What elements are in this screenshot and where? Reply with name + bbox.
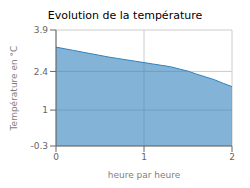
svg-text:0: 0 <box>53 152 59 162</box>
svg-text:heure par heure: heure par heure <box>108 170 181 180</box>
svg-text:3.9: 3.9 <box>34 25 49 35</box>
svg-text:2: 2 <box>229 152 235 162</box>
html-text:Evolution de la température: Evolution de la température <box>47 9 203 22</box>
svg-text:1: 1 <box>42 105 48 115</box>
svg-text:Température en °C: Température en °C <box>9 46 19 132</box>
svg-text:-0.3: -0.3 <box>30 141 48 151</box>
svg-text:2.4: 2.4 <box>34 67 49 77</box>
svg-text:1: 1 <box>141 152 147 162</box>
